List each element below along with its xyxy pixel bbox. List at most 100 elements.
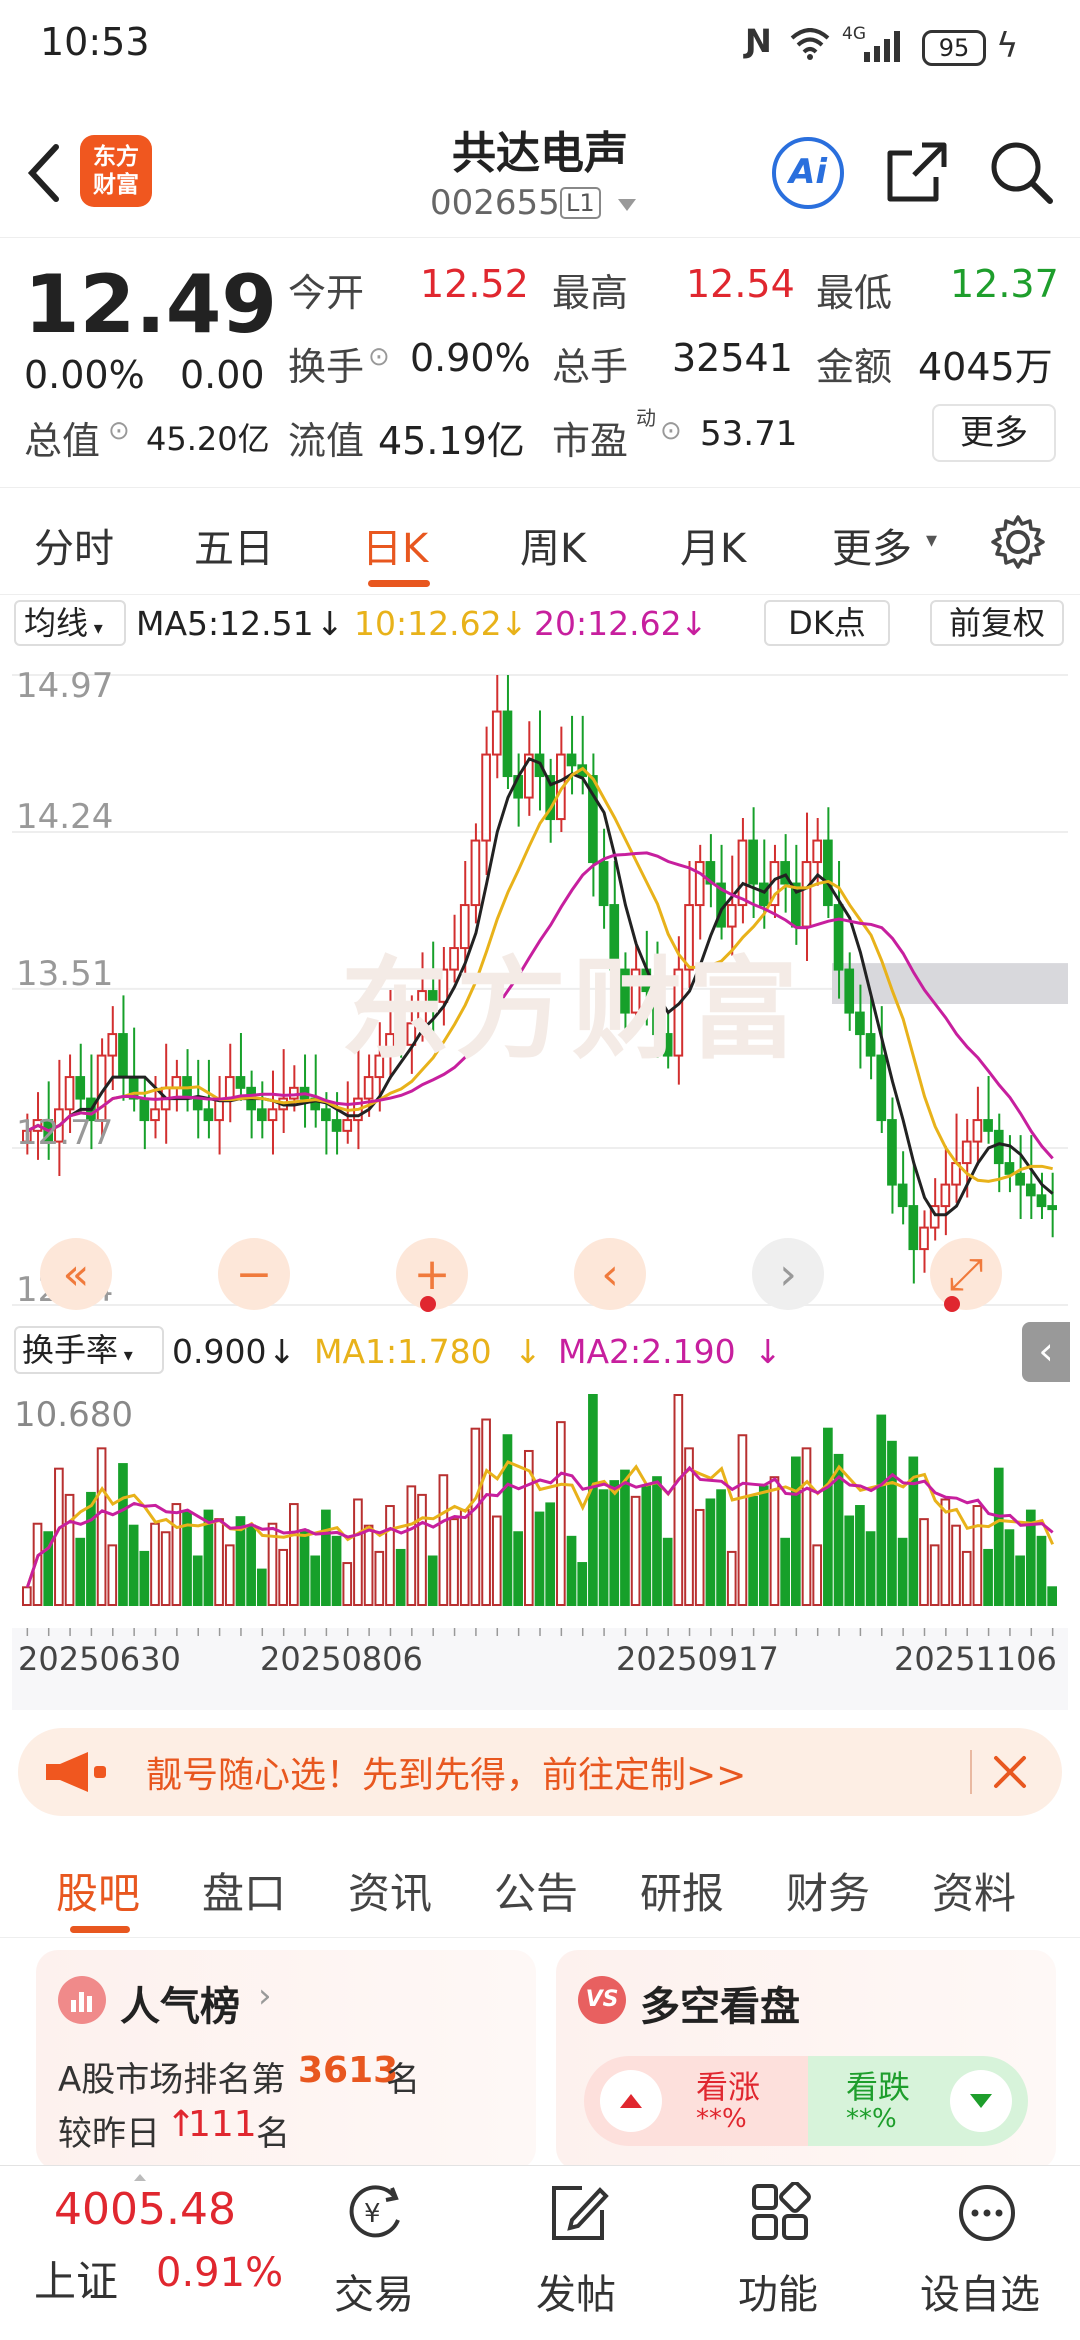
tab-profile[interactable]: 资料 bbox=[932, 1869, 1017, 1918]
candle bbox=[22, 1129, 32, 1143]
adjust-button[interactable]: 前复权 bbox=[930, 600, 1064, 646]
turnover-bar bbox=[235, 1516, 246, 1606]
tab-research[interactable]: 研报 bbox=[640, 1869, 725, 1918]
open-label: 今开 bbox=[288, 271, 365, 315]
turnover-bar bbox=[139, 1550, 150, 1606]
ma5-value: MA5:12.51 bbox=[136, 604, 314, 643]
low-value: 12.37 bbox=[950, 262, 1059, 306]
turnover-bar bbox=[502, 1434, 513, 1607]
pe-info-icon[interactable]: ⊙ bbox=[660, 416, 682, 446]
promo-banner[interactable]: 靓号随心选！先到先得，前往定制>> bbox=[18, 1728, 1062, 1816]
turnover-bar bbox=[22, 1586, 32, 1607]
candle bbox=[855, 1011, 865, 1036]
candle bbox=[321, 1108, 331, 1122]
candle bbox=[726, 904, 737, 928]
candle bbox=[481, 753, 491, 842]
candle bbox=[470, 839, 481, 907]
back-icon[interactable] bbox=[24, 143, 64, 203]
turnover-bar bbox=[449, 1518, 459, 1606]
candle bbox=[737, 839, 748, 907]
date-axis: 20250630 20250806 20250917 20251106 bbox=[12, 1628, 1068, 1710]
turnover-bar bbox=[427, 1555, 438, 1606]
turnover-info-icon[interactable]: ⊙ bbox=[368, 342, 390, 372]
vs-icon: VS bbox=[578, 1976, 626, 2024]
turnover-bar bbox=[374, 1550, 385, 1606]
turnover-bar bbox=[267, 1522, 278, 1606]
tab-daily-k[interactable]: 日K bbox=[362, 526, 429, 572]
fullscreen-button[interactable]: ⤢ bbox=[930, 1238, 1002, 1310]
index-name[interactable]: 上证 bbox=[34, 2257, 119, 2306]
vol-ma1: MA1:1.780 bbox=[314, 1332, 492, 1371]
turnover-bar bbox=[43, 1531, 54, 1606]
zoom-far-left-button[interactable]: « bbox=[40, 1238, 112, 1310]
collapse-panel-button[interactable]: ‹ bbox=[1022, 1322, 1070, 1382]
turnover-bar bbox=[331, 1535, 342, 1606]
banner-divider bbox=[970, 1750, 972, 1794]
rank-line1: A股市场排名第 bbox=[58, 2060, 286, 2100]
ai-button[interactable]: Ai bbox=[772, 137, 844, 209]
turnover-bar bbox=[630, 1495, 641, 1606]
index-caret-icon bbox=[134, 2174, 146, 2181]
more-button[interactable]: 更多 bbox=[932, 404, 1056, 462]
zoom-out-button[interactable]: − bbox=[218, 1238, 290, 1310]
turnover-chart[interactable] bbox=[12, 1385, 1068, 1625]
nav-functions[interactable]: 功能 bbox=[704, 2176, 854, 2336]
candle bbox=[406, 1022, 417, 1046]
candle bbox=[919, 1226, 929, 1251]
tab-five-day[interactable]: 五日 bbox=[194, 526, 274, 572]
candle bbox=[1036, 1194, 1047, 1208]
level-badge: L1 bbox=[560, 187, 601, 219]
tab-monthly-k[interactable]: 月K bbox=[680, 526, 747, 572]
search-icon[interactable] bbox=[988, 139, 1054, 205]
volume-legend: 换手率 ▾ 0.900 ↓ MA1:1.780 ↓ MA2:2.190 ↓ bbox=[14, 1324, 1066, 1378]
candle bbox=[1047, 1205, 1057, 1211]
share-icon[interactable] bbox=[884, 139, 950, 205]
tab-guba[interactable]: 股吧 bbox=[56, 1869, 141, 1918]
indicator-select[interactable]: 均线 ▾ bbox=[14, 600, 126, 646]
candle bbox=[107, 1033, 118, 1057]
turnover-bar bbox=[609, 1480, 620, 1606]
candle bbox=[993, 1129, 1004, 1165]
tab-handicap[interactable]: 盘口 bbox=[202, 1869, 287, 1918]
volume-indicator-select[interactable]: 换手率 ▾ bbox=[14, 1326, 164, 1374]
tab-finance[interactable]: 财务 bbox=[786, 1869, 871, 1918]
scroll-right-button[interactable]: › bbox=[752, 1238, 824, 1310]
candle bbox=[427, 990, 438, 1003]
brand-logo: 东方 财富 bbox=[80, 135, 152, 207]
scroll-left-button[interactable]: ‹ bbox=[574, 1238, 646, 1310]
candle bbox=[748, 839, 758, 885]
turnover-bar bbox=[459, 1508, 470, 1606]
nav-trade[interactable]: ¥ 交易 bbox=[300, 2176, 450, 2336]
ma20-line bbox=[26, 851, 1054, 1160]
bull-bear-card[interactable]: VS 多空看盘 看涨 **% 看跌 **% bbox=[556, 1950, 1056, 2170]
tab-intraday[interactable]: 分时 bbox=[34, 526, 114, 572]
bull-button[interactable]: 看涨 **% bbox=[584, 2056, 808, 2146]
tab-more[interactable]: 更多 bbox=[832, 526, 912, 572]
index-pct[interactable]: 0.91% bbox=[156, 2250, 284, 2296]
chart-settings-icon[interactable] bbox=[990, 514, 1046, 570]
tab-news[interactable]: 资讯 bbox=[348, 1869, 433, 1918]
nav-post[interactable]: 发帖 bbox=[502, 2176, 652, 2336]
candle bbox=[908, 1205, 919, 1251]
turnover-bar bbox=[865, 1531, 876, 1606]
index-value[interactable]: 4005.48 bbox=[54, 2184, 236, 2235]
popularity-card[interactable]: 人气榜 › A股市场排名第 3613 名 较昨日 ↑ 111 名 bbox=[36, 1950, 536, 2170]
candle bbox=[961, 1140, 972, 1165]
mktcap-info-icon[interactable]: ⊙ bbox=[108, 416, 130, 446]
code-dropdown-icon[interactable] bbox=[616, 197, 638, 213]
last-price: 12.49 bbox=[24, 258, 278, 351]
price-axis-label: 14.97 bbox=[16, 666, 113, 706]
bear-button[interactable]: 看跌 **% bbox=[808, 2056, 1028, 2146]
tab-weekly-k[interactable]: 周K bbox=[520, 526, 587, 572]
candle bbox=[929, 1205, 940, 1229]
tab-announcements[interactable]: 公告 bbox=[494, 1869, 579, 1918]
turnover-bar bbox=[780, 1537, 790, 1606]
turnover-bar bbox=[513, 1531, 523, 1606]
dk-point-button[interactable]: DK点 bbox=[764, 600, 890, 646]
turnover-bar bbox=[812, 1544, 823, 1606]
candle bbox=[417, 990, 427, 1025]
volume-label: 总手 bbox=[552, 345, 629, 389]
close-icon[interactable] bbox=[992, 1754, 1028, 1790]
nav-add-watchlist[interactable]: 设自选 bbox=[906, 2176, 1076, 2336]
